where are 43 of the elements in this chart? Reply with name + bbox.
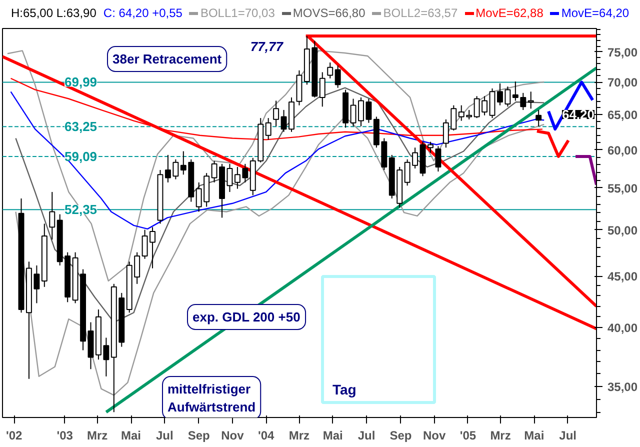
ref-line-label: 52,35 [64, 202, 98, 218]
x-tick-label: Jul [559, 428, 576, 442]
y-tick-label: 40,00 [608, 321, 638, 336]
y-tick-label: 55,00 [608, 181, 638, 196]
legend-label: BOLL2=63,57 [383, 6, 458, 20]
x-tick-label: Jul [358, 428, 376, 442]
x-tick-label: '03 [56, 428, 74, 442]
annotation: 77,77 [250, 38, 284, 54]
x-tick-label: Mrz [87, 428, 108, 442]
x-tick-label: Mrz [288, 428, 310, 442]
x-tick-label: Mrz [490, 428, 511, 442]
x-tick-label: Mai [524, 428, 544, 442]
legend-label: MovE=64,20 [561, 6, 630, 20]
y-tick-label: 45,00 [608, 270, 638, 284]
y-tick-label: 60,00 [608, 143, 638, 158]
x-tick-label: Jul [156, 428, 174, 442]
ref-line-label: 63,25 [64, 119, 98, 134]
chart-subtitle: C: 64,20 +0,55 [103, 6, 182, 20]
y-tick-label: 70,00 [608, 76, 638, 90]
annotation: exp. GDL 200 +50 [192, 310, 300, 324]
ref-line-label: 59,09 [64, 148, 98, 164]
x-tick-label: Sep [188, 428, 210, 442]
ref-line-label: 69,99 [64, 74, 98, 90]
annotation: 64,20 [562, 107, 595, 122]
legend-label: MOVS=66,80 [292, 6, 366, 20]
x-tick-label: Mai [322, 428, 343, 442]
x-tick-label: '02 [6, 428, 23, 442]
annotation: mittelfristiger Aufwärtstrend [168, 382, 256, 414]
chart-title: H:65,00 L:63,90 [11, 6, 96, 20]
x-tick-label: '04 [258, 428, 275, 442]
y-tick-label: 35,00 [608, 380, 638, 394]
x-tick-label: '05 [460, 428, 476, 442]
y-tick-label: 65,00 [608, 108, 638, 122]
y-tick-label: 75,00 [608, 45, 638, 60]
x-tick-label: Nov [423, 428, 446, 442]
legend-label: BOLL1=70,03 [200, 6, 275, 20]
y-tick-label: 50,00 [608, 223, 638, 238]
x-tick-label: Sep [390, 428, 412, 442]
annotation: Tag [332, 382, 356, 398]
annotation: 38er Retracement [112, 52, 222, 66]
x-tick-label: Mai [121, 428, 142, 442]
legend-label: MovE=62,88 [476, 6, 544, 20]
x-tick-label: Nov [221, 428, 244, 442]
